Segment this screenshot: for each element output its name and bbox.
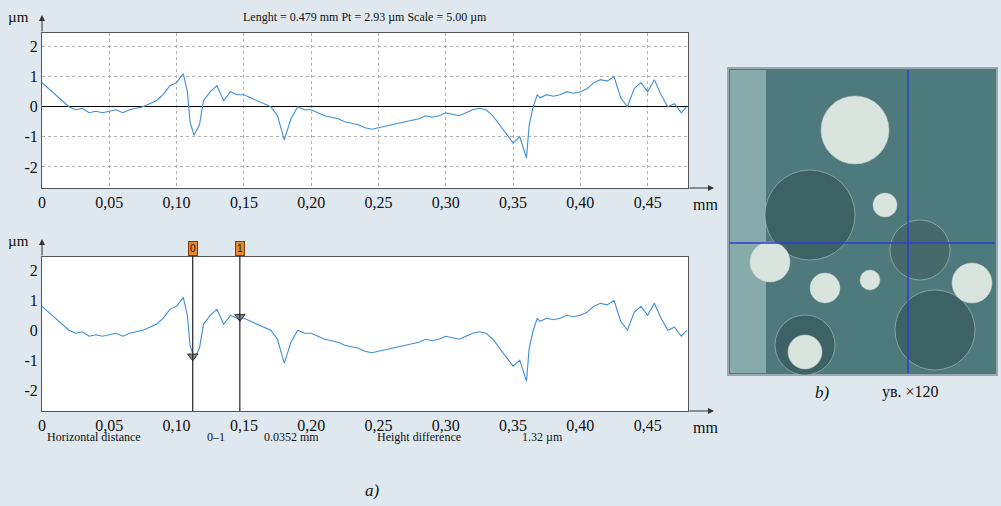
svg-text:0,05: 0,05 <box>95 417 123 434</box>
svg-text:2: 2 <box>30 38 38 55</box>
svg-text:Height difference: Height difference <box>377 430 461 444</box>
svg-text:2: 2 <box>30 262 38 279</box>
svg-text:0,30: 0,30 <box>432 194 460 211</box>
svg-text:0,10: 0,10 <box>163 417 191 434</box>
svg-text:0,40: 0,40 <box>566 417 594 434</box>
svg-text:b): b) <box>815 383 830 402</box>
svg-text:0: 0 <box>30 98 38 115</box>
svg-text:a): a) <box>365 481 380 500</box>
svg-text:0: 0 <box>30 322 38 339</box>
svg-text:0,30: 0,30 <box>432 417 460 434</box>
svg-text:0: 0 <box>38 194 46 211</box>
svg-text:0.0352 mm: 0.0352 mm <box>264 430 319 444</box>
svg-text:-1: -1 <box>24 128 37 145</box>
svg-text:0,40: 0,40 <box>566 194 594 211</box>
svg-text:µm: µm <box>8 233 29 249</box>
svg-text:0,20: 0,20 <box>297 194 325 211</box>
svg-text:0,05: 0,05 <box>95 194 123 211</box>
svg-text:0,10: 0,10 <box>163 194 191 211</box>
svg-text:0,25: 0,25 <box>364 417 392 434</box>
svg-text:-2: -2 <box>24 382 37 399</box>
svg-text:0,35: 0,35 <box>499 417 527 434</box>
svg-text:0,20: 0,20 <box>297 417 325 434</box>
svg-text:Horizontal distance: Horizontal distance <box>47 430 141 444</box>
svg-text:Lenght = 0.479 mm Pt = 2.93 µm: Lenght = 0.479 mm Pt = 2.93 µm Scale = 5… <box>243 10 487 24</box>
svg-text:ув. ×120: ув. ×120 <box>882 383 939 401</box>
svg-text:-1: -1 <box>24 352 37 369</box>
svg-text:0–1: 0–1 <box>207 430 225 444</box>
svg-text:mm: mm <box>693 196 718 213</box>
svg-text:-2: -2 <box>24 159 37 176</box>
svg-text:0,35: 0,35 <box>499 194 527 211</box>
svg-text:1.32 µm: 1.32 µm <box>522 430 563 444</box>
svg-text:0: 0 <box>190 243 196 254</box>
svg-text:1: 1 <box>237 243 243 254</box>
svg-text:0: 0 <box>38 417 46 434</box>
svg-text:1: 1 <box>30 292 38 309</box>
svg-text:mm: mm <box>693 419 718 436</box>
svg-text:0,15: 0,15 <box>230 194 258 211</box>
svg-text:0,15: 0,15 <box>230 417 258 434</box>
svg-text:0,25: 0,25 <box>364 194 392 211</box>
svg-text:0,45: 0,45 <box>634 417 662 434</box>
svg-text:µm: µm <box>8 9 29 25</box>
svg-text:0,45: 0,45 <box>634 194 662 211</box>
svg-text:1: 1 <box>30 68 38 85</box>
